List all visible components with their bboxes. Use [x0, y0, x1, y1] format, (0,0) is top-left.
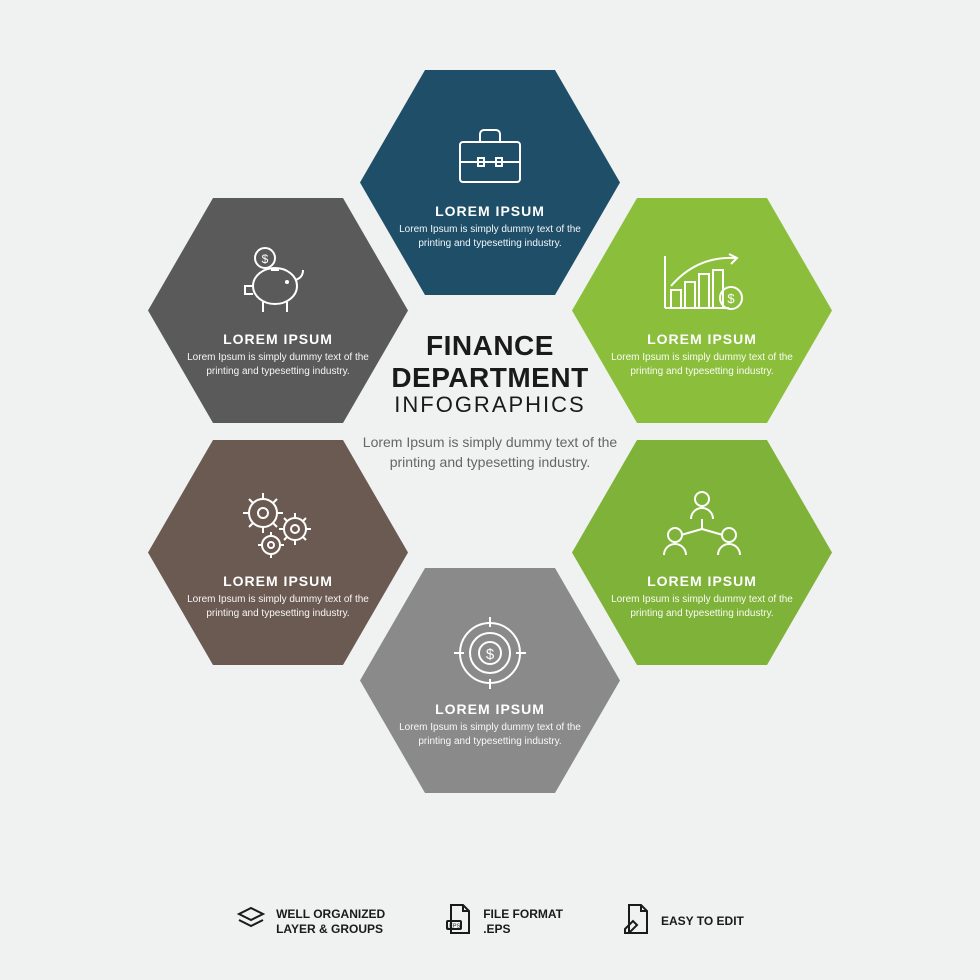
svg-text:.EPS: .EPS	[448, 924, 461, 930]
target-dollar-icon: $	[440, 613, 540, 693]
piggy-bank-icon: $	[228, 243, 328, 323]
footer: WELL ORGANIZED LAYER & GROUPS .EPS FILE …	[0, 903, 980, 940]
file-eps-icon: .EPS	[445, 903, 473, 940]
hex-desc: Lorem Ipsum is simply dummy text of the …	[394, 721, 586, 748]
briefcase-icon	[440, 115, 540, 195]
hex-lower-right: LOREM IPSUM Lorem Ipsum is simply dummy …	[572, 440, 832, 665]
svg-text:$: $	[262, 252, 269, 266]
footer-text: EASY TO EDIT	[661, 914, 744, 929]
center-description: Lorem Ipsum is simply dummy text of the …	[360, 432, 620, 473]
center-title-line2: DEPARTMENT	[360, 362, 620, 394]
footer-text: WELL ORGANIZED LAYER & GROUPS	[276, 907, 385, 937]
hex-desc: Lorem Ipsum is simply dummy text of the …	[606, 593, 798, 620]
file-edit-icon	[623, 903, 651, 940]
hex-desc: Lorem Ipsum is simply dummy text of the …	[182, 351, 374, 378]
hex-title: LOREM IPSUM	[435, 203, 545, 219]
center-subtitle: INFOGRAPHICS	[360, 392, 620, 418]
hex-title: LOREM IPSUM	[223, 331, 333, 347]
footer-item-file-format: .EPS FILE FORMAT .EPS	[445, 903, 563, 940]
center-block: FINANCE DEPARTMENT INFOGRAPHICS Lorem Ip…	[360, 330, 620, 473]
footer-item-layers: WELL ORGANIZED LAYER & GROUPS	[236, 903, 385, 940]
hex-top: LOREM IPSUM Lorem Ipsum is simply dummy …	[360, 70, 620, 295]
layers-icon	[236, 904, 266, 939]
hex-title: LOREM IPSUM	[223, 573, 333, 589]
hex-bottom: $ LOREM IPSUM Lorem Ipsum is simply dumm…	[360, 568, 620, 793]
hex-title: LOREM IPSUM	[435, 701, 545, 717]
infographic-stage: LOREM IPSUM Lorem Ipsum is simply dummy …	[0, 0, 980, 980]
hex-lower-left: LOREM IPSUM Lorem Ipsum is simply dummy …	[148, 440, 408, 665]
growth-chart-icon: $	[652, 243, 752, 323]
team-network-icon	[652, 485, 752, 565]
hex-title: LOREM IPSUM	[647, 573, 757, 589]
svg-text:$: $	[727, 291, 735, 306]
center-title-line1: FINANCE	[360, 330, 620, 362]
footer-text: FILE FORMAT .EPS	[483, 907, 563, 937]
hex-title: LOREM IPSUM	[647, 331, 757, 347]
footer-item-easy-edit: EASY TO EDIT	[623, 903, 744, 940]
hex-desc: Lorem Ipsum is simply dummy text of the …	[182, 593, 374, 620]
gears-icon	[228, 485, 328, 565]
hex-desc: Lorem Ipsum is simply dummy text of the …	[606, 351, 798, 378]
hex-desc: Lorem Ipsum is simply dummy text of the …	[394, 223, 586, 250]
svg-text:$: $	[486, 646, 495, 663]
